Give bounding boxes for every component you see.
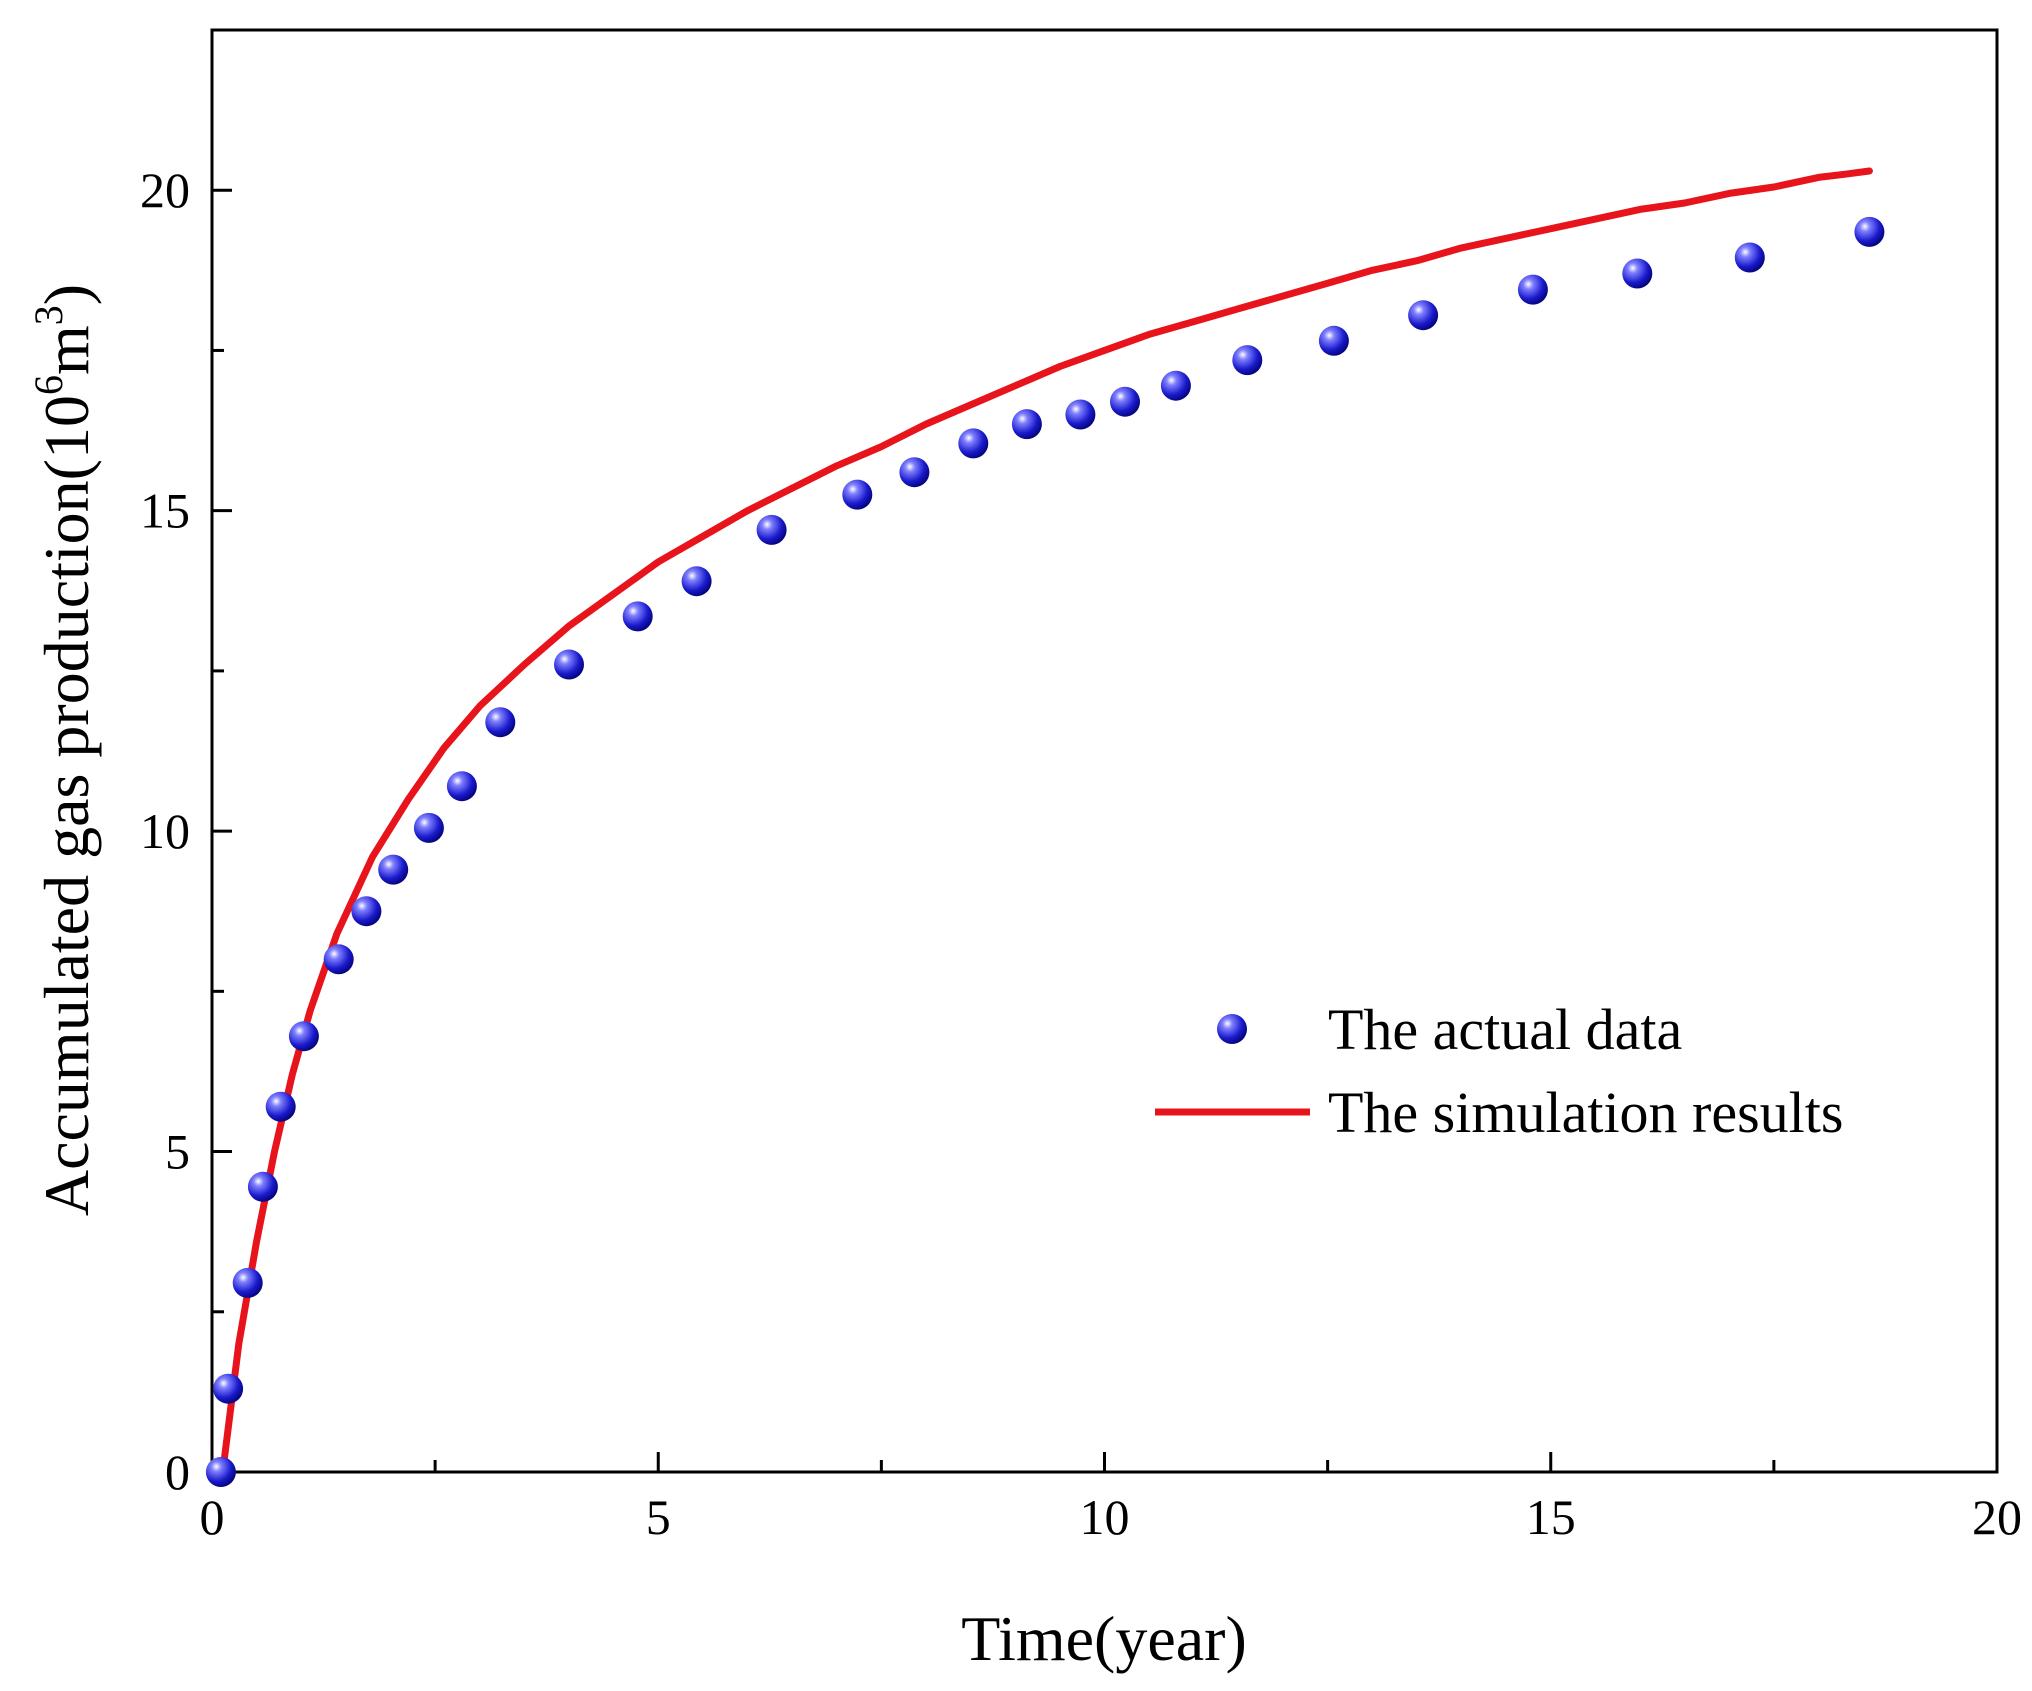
data-point [485,707,516,738]
y-axis-title: Accumulated gas production(106m3) [26,284,102,1216]
data-point [1232,345,1263,376]
y-tick-label: 15 [140,483,190,539]
y-tick-label: 10 [140,803,190,859]
x-axis-title: Time(year) [961,1603,1247,1674]
plot-area [210,28,1999,1474]
legend-label-simulation-results: The simulation results [1328,1080,1844,1145]
data-point [681,566,712,597]
x-tick-label: 0 [200,1489,225,1545]
x-tick-label: 10 [1080,1489,1130,1545]
data-point [232,1267,263,1298]
y-axis-title-close: ) [31,284,102,305]
data-point [842,479,873,510]
data-point [1854,216,1885,247]
simulation-series [219,167,1873,1476]
legend: The actual data The simulation results [1155,997,1844,1145]
data-point [1160,370,1191,401]
data-point [288,1021,319,1052]
data-point [265,1091,296,1122]
data-point [378,854,409,885]
y-tick-label: 5 [165,1124,190,1180]
y-tick-label: 20 [140,162,190,218]
data-point [622,601,653,632]
y-axis-title-exponent-3: 3 [26,305,71,325]
data-point [205,1457,236,1487]
data-point [1408,300,1439,331]
actual-data-series [205,216,1885,1487]
data-point [1065,399,1096,430]
data-point [554,649,584,680]
x-tick-label: 15 [1526,1489,1576,1545]
data-point [958,428,989,459]
data-point [213,1373,244,1404]
legend-label-actual-data: The actual data [1328,997,1682,1062]
data-point [1517,274,1548,305]
data-point [1110,386,1140,417]
y-axis-title-unit-m: m [31,325,102,375]
simulation-line [219,167,1873,1476]
data-point [413,812,444,843]
data-point [1622,258,1653,289]
x-tick-labels: 0 5 10 15 20 [200,1489,2023,1545]
legend-marker-actual-data [1217,1014,1247,1044]
y-tick-label: 0 [165,1444,190,1500]
y-axis-title-main: Accumulated gas production(10 [31,395,102,1216]
data-point [446,771,477,802]
data-point [756,514,787,545]
x-tick-label: 20 [1972,1489,2022,1545]
data-point [899,457,930,488]
data-point [351,896,382,927]
data-point [323,944,354,975]
data-point [1734,242,1765,273]
axis-ticks [210,188,1999,1474]
data-point [1011,409,1042,440]
y-axis-title-exponent-6: 6 [26,375,71,395]
data-point [247,1171,278,1202]
x-tick-label: 5 [646,1489,671,1545]
data-point [1318,325,1349,356]
y-tick-labels: 0 5 10 15 20 [140,162,190,1500]
